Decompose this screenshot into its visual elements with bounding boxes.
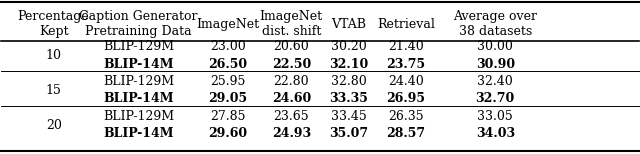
Text: 10: 10 [45,49,61,62]
Text: 27.85: 27.85 [210,110,245,123]
Text: 24.93: 24.93 [272,127,311,140]
Text: 24.40: 24.40 [388,75,424,88]
Text: BLIP-14M: BLIP-14M [103,127,173,140]
Text: 22.50: 22.50 [272,58,311,71]
Text: 29.60: 29.60 [208,127,247,140]
Text: 32.80: 32.80 [331,75,367,88]
Text: 33.45: 33.45 [331,110,367,123]
Text: ImageNet
dist. shift: ImageNet dist. shift [260,10,323,38]
Text: 26.50: 26.50 [208,58,247,71]
Text: 22.80: 22.80 [273,75,309,88]
Text: 23.00: 23.00 [210,40,246,53]
Text: 20.60: 20.60 [273,40,309,53]
Text: BLIP-129M: BLIP-129M [103,75,174,88]
Text: 35.07: 35.07 [329,127,368,140]
Text: 21.40: 21.40 [388,40,424,53]
Text: Caption Generator
Pretraining Data: Caption Generator Pretraining Data [79,10,198,38]
Text: 30.20: 30.20 [331,40,367,53]
Text: Average over
38 datasets: Average over 38 datasets [453,10,537,38]
Text: Percentage
Kept: Percentage Kept [18,10,90,38]
Text: 23.75: 23.75 [387,58,426,71]
Text: 28.57: 28.57 [387,127,426,140]
Text: BLIP-14M: BLIP-14M [103,92,173,105]
Text: 34.03: 34.03 [476,127,515,140]
Text: 24.60: 24.60 [272,92,311,105]
Text: 29.05: 29.05 [208,92,247,105]
Text: 33.35: 33.35 [329,92,368,105]
Text: 26.95: 26.95 [387,92,426,105]
Text: VTAB: VTAB [331,18,366,31]
Text: 23.65: 23.65 [273,110,309,123]
Text: 33.05: 33.05 [477,110,513,123]
Text: BLIP-129M: BLIP-129M [103,40,174,53]
Text: 32.40: 32.40 [477,75,513,88]
Text: Retrieval: Retrieval [377,18,435,31]
Text: ImageNet: ImageNet [196,18,259,31]
Text: BLIP-14M: BLIP-14M [103,58,173,71]
Text: 30.90: 30.90 [476,58,515,71]
Text: 30.00: 30.00 [477,40,513,53]
Text: 26.35: 26.35 [388,110,424,123]
Text: 20: 20 [45,119,61,132]
Text: 32.70: 32.70 [476,92,515,105]
Text: 25.95: 25.95 [210,75,245,88]
Text: 32.10: 32.10 [329,58,368,71]
Text: 15: 15 [45,84,61,97]
Text: BLIP-129M: BLIP-129M [103,110,174,123]
